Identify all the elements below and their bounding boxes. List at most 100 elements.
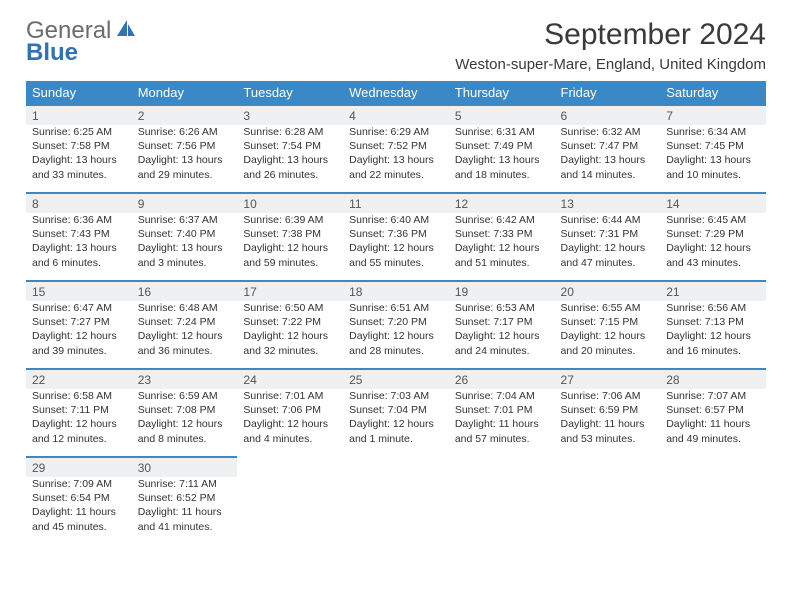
sunset-line: Sunset: 7:04 PM (349, 403, 443, 417)
daylight-line: Daylight: 13 hours and 26 minutes. (243, 153, 337, 181)
day-info: Sunrise: 7:06 AMSunset: 6:59 PMDaylight:… (555, 389, 661, 450)
calendar-day-cell: 21Sunrise: 6:56 AMSunset: 7:13 PMDayligh… (660, 281, 766, 369)
day-number: 3 (237, 106, 343, 125)
day-info: Sunrise: 6:34 AMSunset: 7:45 PMDaylight:… (660, 125, 766, 186)
sunset-line: Sunset: 7:06 PM (243, 403, 337, 417)
calendar-day-cell: 29Sunrise: 7:09 AMSunset: 6:54 PMDayligh… (26, 457, 132, 545)
day-number: 2 (132, 106, 238, 125)
sunset-line: Sunset: 7:54 PM (243, 139, 337, 153)
day-info: Sunrise: 7:09 AMSunset: 6:54 PMDaylight:… (26, 477, 132, 538)
calendar-day-cell: 25Sunrise: 7:03 AMSunset: 7:04 PMDayligh… (343, 369, 449, 457)
sunset-line: Sunset: 7:47 PM (561, 139, 655, 153)
sunrise-line: Sunrise: 6:53 AM (455, 301, 549, 315)
calendar-day-cell: 2Sunrise: 6:26 AMSunset: 7:56 PMDaylight… (132, 105, 238, 193)
sunset-line: Sunset: 7:15 PM (561, 315, 655, 329)
day-info: Sunrise: 7:04 AMSunset: 7:01 PMDaylight:… (449, 389, 555, 450)
day-number: 19 (449, 282, 555, 301)
page-header: General Blue September 2024 Weston-super… (26, 18, 766, 73)
sunset-line: Sunset: 6:52 PM (138, 491, 232, 505)
sunrise-line: Sunrise: 7:03 AM (349, 389, 443, 403)
sunset-line: Sunset: 7:24 PM (138, 315, 232, 329)
day-info: Sunrise: 6:42 AMSunset: 7:33 PMDaylight:… (449, 213, 555, 274)
day-number: 7 (660, 106, 766, 125)
day-number: 29 (26, 458, 132, 477)
sunset-line: Sunset: 7:49 PM (455, 139, 549, 153)
daylight-line: Daylight: 13 hours and 10 minutes. (666, 153, 760, 181)
sunrise-line: Sunrise: 6:59 AM (138, 389, 232, 403)
daylight-line: Daylight: 11 hours and 49 minutes. (666, 417, 760, 445)
sunset-line: Sunset: 7:27 PM (32, 315, 126, 329)
day-number: 8 (26, 194, 132, 213)
sunset-line: Sunset: 7:45 PM (666, 139, 760, 153)
day-number: 30 (132, 458, 238, 477)
day-number: 21 (660, 282, 766, 301)
sunset-line: Sunset: 7:01 PM (455, 403, 549, 417)
daylight-line: Daylight: 11 hours and 45 minutes. (32, 505, 126, 533)
sunset-line: Sunset: 7:58 PM (32, 139, 126, 153)
sunset-line: Sunset: 6:54 PM (32, 491, 126, 505)
daylight-line: Daylight: 12 hours and 47 minutes. (561, 241, 655, 269)
sunset-line: Sunset: 7:17 PM (455, 315, 549, 329)
calendar-day-cell: 20Sunrise: 6:55 AMSunset: 7:15 PMDayligh… (555, 281, 661, 369)
daylight-line: Daylight: 13 hours and 6 minutes. (32, 241, 126, 269)
sunrise-line: Sunrise: 6:25 AM (32, 125, 126, 139)
day-info: Sunrise: 7:01 AMSunset: 7:06 PMDaylight:… (237, 389, 343, 450)
day-info: Sunrise: 6:48 AMSunset: 7:24 PMDaylight:… (132, 301, 238, 362)
sunset-line: Sunset: 7:22 PM (243, 315, 337, 329)
sunset-line: Sunset: 7:38 PM (243, 227, 337, 241)
weekday-row: SundayMondayTuesdayWednesdayThursdayFrid… (26, 81, 766, 105)
sunset-line: Sunset: 7:33 PM (455, 227, 549, 241)
sunrise-line: Sunrise: 6:29 AM (349, 125, 443, 139)
calendar-day-cell: 10Sunrise: 6:39 AMSunset: 7:38 PMDayligh… (237, 193, 343, 281)
day-number: 27 (555, 370, 661, 389)
daylight-line: Daylight: 12 hours and 28 minutes. (349, 329, 443, 357)
daylight-line: Daylight: 12 hours and 39 minutes. (32, 329, 126, 357)
day-number: 5 (449, 106, 555, 125)
sunrise-line: Sunrise: 6:45 AM (666, 213, 760, 227)
daylight-line: Daylight: 11 hours and 57 minutes. (455, 417, 549, 445)
sunset-line: Sunset: 7:36 PM (349, 227, 443, 241)
day-number: 25 (343, 370, 449, 389)
weekday-header: Thursday (449, 81, 555, 105)
calendar-day-cell: 4Sunrise: 6:29 AMSunset: 7:52 PMDaylight… (343, 105, 449, 193)
day-number: 6 (555, 106, 661, 125)
daylight-line: Daylight: 13 hours and 3 minutes. (138, 241, 232, 269)
daylight-line: Daylight: 12 hours and 36 minutes. (138, 329, 232, 357)
calendar-day-cell: 9Sunrise: 6:37 AMSunset: 7:40 PMDaylight… (132, 193, 238, 281)
daylight-line: Daylight: 12 hours and 55 minutes. (349, 241, 443, 269)
calendar-day-cell: 22Sunrise: 6:58 AMSunset: 7:11 PMDayligh… (26, 369, 132, 457)
day-info: Sunrise: 6:45 AMSunset: 7:29 PMDaylight:… (660, 213, 766, 274)
day-number: 22 (26, 370, 132, 389)
calendar-day-cell: 19Sunrise: 6:53 AMSunset: 7:17 PMDayligh… (449, 281, 555, 369)
day-number: 11 (343, 194, 449, 213)
daylight-line: Daylight: 12 hours and 4 minutes. (243, 417, 337, 445)
calendar-day-cell (660, 457, 766, 545)
calendar-week-row: 29Sunrise: 7:09 AMSunset: 6:54 PMDayligh… (26, 457, 766, 545)
sunset-line: Sunset: 7:13 PM (666, 315, 760, 329)
sunset-line: Sunset: 7:08 PM (138, 403, 232, 417)
sunrise-line: Sunrise: 6:40 AM (349, 213, 443, 227)
calendar-day-cell: 14Sunrise: 6:45 AMSunset: 7:29 PMDayligh… (660, 193, 766, 281)
calendar-day-cell (555, 457, 661, 545)
daylight-line: Daylight: 13 hours and 33 minutes. (32, 153, 126, 181)
month-title: September 2024 (455, 18, 766, 52)
calendar-day-cell: 1Sunrise: 6:25 AMSunset: 7:58 PMDaylight… (26, 105, 132, 193)
day-info: Sunrise: 6:55 AMSunset: 7:15 PMDaylight:… (555, 301, 661, 362)
sunrise-line: Sunrise: 6:32 AM (561, 125, 655, 139)
sunrise-line: Sunrise: 6:58 AM (32, 389, 126, 403)
sunrise-line: Sunrise: 6:34 AM (666, 125, 760, 139)
daylight-line: Daylight: 12 hours and 8 minutes. (138, 417, 232, 445)
sunset-line: Sunset: 7:52 PM (349, 139, 443, 153)
calendar-week-row: 15Sunrise: 6:47 AMSunset: 7:27 PMDayligh… (26, 281, 766, 369)
logo-text-bottom: Blue (26, 41, 137, 65)
logo-sail-icon (115, 18, 137, 43)
weekday-header: Monday (132, 81, 238, 105)
calendar-head: SundayMondayTuesdayWednesdayThursdayFrid… (26, 81, 766, 105)
day-info: Sunrise: 6:26 AMSunset: 7:56 PMDaylight:… (132, 125, 238, 186)
calendar-day-cell: 7Sunrise: 6:34 AMSunset: 7:45 PMDaylight… (660, 105, 766, 193)
calendar-day-cell: 6Sunrise: 6:32 AMSunset: 7:47 PMDaylight… (555, 105, 661, 193)
day-info: Sunrise: 6:37 AMSunset: 7:40 PMDaylight:… (132, 213, 238, 274)
weekday-header: Sunday (26, 81, 132, 105)
calendar-day-cell: 24Sunrise: 7:01 AMSunset: 7:06 PMDayligh… (237, 369, 343, 457)
calendar-day-cell: 23Sunrise: 6:59 AMSunset: 7:08 PMDayligh… (132, 369, 238, 457)
